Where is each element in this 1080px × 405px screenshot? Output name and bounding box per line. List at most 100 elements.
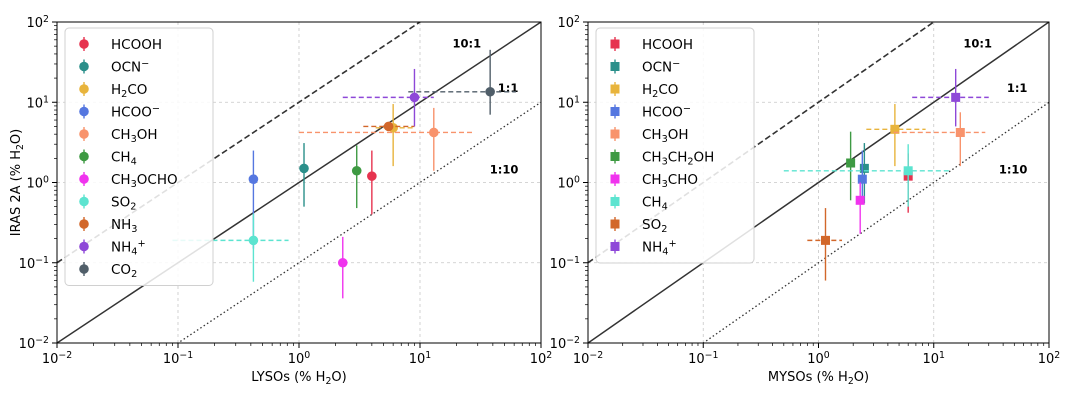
label-part: 10 xyxy=(558,16,575,31)
data-point-group xyxy=(866,104,926,167)
legend-item: SO2​ xyxy=(610,217,667,235)
data-point xyxy=(299,163,309,174)
label-part: 10 xyxy=(19,337,36,352)
legend-marker xyxy=(610,197,620,206)
data-point-group xyxy=(375,104,414,167)
legend-item: OCN−​ xyxy=(79,59,149,76)
ticks: 10−2​10−2​ 10−1​ 10−1​ 100​ 100​ 101​ 101​ 102​… xyxy=(19,14,553,367)
label-part: 2 xyxy=(687,157,693,168)
label-part: IRAS 2A (% H xyxy=(9,150,24,236)
label-part: −1 xyxy=(35,255,49,266)
label-part: 2 xyxy=(652,89,658,100)
label-part: CHO xyxy=(668,172,698,188)
legend-label: OCN−​ xyxy=(642,59,680,76)
y-axis-label: IRAS 2A (% H2​O) xyxy=(9,129,26,237)
data-point xyxy=(248,174,259,184)
label-part: O) xyxy=(9,129,24,144)
data-point xyxy=(890,124,900,134)
x-tick-label: 101​ xyxy=(409,350,432,367)
legend-marker xyxy=(79,151,89,162)
label-part: 10 xyxy=(27,96,44,111)
legend-label: CH3​CH2​OH xyxy=(642,150,714,168)
label-part: SO xyxy=(111,195,130,211)
y-tick-label: 100​ xyxy=(558,175,581,192)
y-tick-label: 10−1​ xyxy=(550,255,580,272)
label-part: 2 xyxy=(546,350,552,361)
label-part: MYSOs (% H xyxy=(768,370,848,385)
data-point xyxy=(248,235,259,246)
legend-marker xyxy=(610,219,620,229)
legend-item: HCOOH xyxy=(79,37,162,53)
data-point-group xyxy=(367,150,377,215)
data-point-group xyxy=(299,107,473,171)
label-part: 4 xyxy=(131,247,137,258)
label-part: CH xyxy=(668,150,688,166)
legend-marker xyxy=(610,39,620,49)
data-point-group xyxy=(846,131,856,201)
legend-label: CH4​ xyxy=(111,150,137,168)
label-part: O) xyxy=(854,370,869,385)
legend-label: SO2​ xyxy=(111,195,136,213)
label-part: −2 xyxy=(566,335,580,346)
label-part: 10 xyxy=(558,96,575,111)
label-part: 10 xyxy=(163,352,180,367)
label-part: − xyxy=(672,59,680,70)
label-part: 2 xyxy=(848,376,854,387)
ticks: 10−2​10−2​ 10−1​ 10−1​ 100​ 100​ 101​ 101​ 102​… xyxy=(550,14,1061,367)
legend-box xyxy=(64,27,214,286)
legend-marker xyxy=(610,84,620,94)
panel-1: 10:11:11:1010−2​10−2​10−1​10−1​100​100​1… xyxy=(9,14,553,387)
legend-label: HCOO−​ xyxy=(111,104,160,121)
label-part: 2 xyxy=(130,202,136,213)
y-tick-label: 101​ xyxy=(27,94,50,111)
legend-item: CH3​OCHO xyxy=(79,172,178,190)
label-part: 4 xyxy=(662,202,668,213)
reference-line-1-to-1 xyxy=(57,22,541,343)
data-point xyxy=(855,195,865,205)
label-part: 10 xyxy=(573,352,590,367)
label-part: CO xyxy=(127,82,147,98)
legend-label: NH4​+​ xyxy=(111,239,146,258)
label-part: 1 xyxy=(574,94,580,105)
data-point-group xyxy=(855,182,865,234)
reference-line-10-to-1 xyxy=(57,22,422,264)
label-part: CH xyxy=(111,150,131,166)
data-point xyxy=(846,158,856,168)
label-part: 0 xyxy=(824,350,830,361)
legend-marker xyxy=(79,84,89,94)
data-points xyxy=(172,49,516,299)
reference-line-1-to-10 xyxy=(702,101,1049,343)
label-part: −2 xyxy=(58,350,72,361)
label-part: 2 xyxy=(1054,350,1060,361)
label-part: 10 xyxy=(42,352,59,367)
data-point xyxy=(367,171,377,181)
data-point xyxy=(955,127,965,137)
label-part: NH xyxy=(111,217,131,233)
label-part: − xyxy=(683,104,691,115)
label-part: 10 xyxy=(530,352,547,367)
legend-marker xyxy=(610,152,620,161)
data-point-group xyxy=(893,112,986,167)
x-tick-label: 10−2​ xyxy=(573,350,603,367)
label-part: −1 xyxy=(705,350,719,361)
legend-box xyxy=(595,27,755,264)
legend-marker xyxy=(610,107,620,116)
x-tick-label: 10−1​ xyxy=(163,350,193,367)
label-part: 1 xyxy=(939,350,945,361)
label-part: SO xyxy=(642,217,661,233)
label-part: 0 xyxy=(43,175,49,186)
legend-item: OCN−​ xyxy=(610,59,680,76)
label-part: 10 xyxy=(27,177,44,192)
legend-item: CH3​CHO xyxy=(610,172,698,190)
data-point xyxy=(903,166,913,176)
data-point-group xyxy=(299,143,309,207)
data-point xyxy=(337,257,348,268)
y-tick-label: 101​ xyxy=(558,94,581,111)
data-point xyxy=(351,165,362,176)
x-tick-label: 100​ xyxy=(288,350,311,367)
label-part: −2 xyxy=(35,335,49,346)
y-tick-label: 10−2​ xyxy=(550,335,580,352)
legend-item: NH3​ xyxy=(79,217,137,235)
x-tick-label: 10−2​ xyxy=(42,350,72,367)
legend-marker xyxy=(79,39,89,49)
